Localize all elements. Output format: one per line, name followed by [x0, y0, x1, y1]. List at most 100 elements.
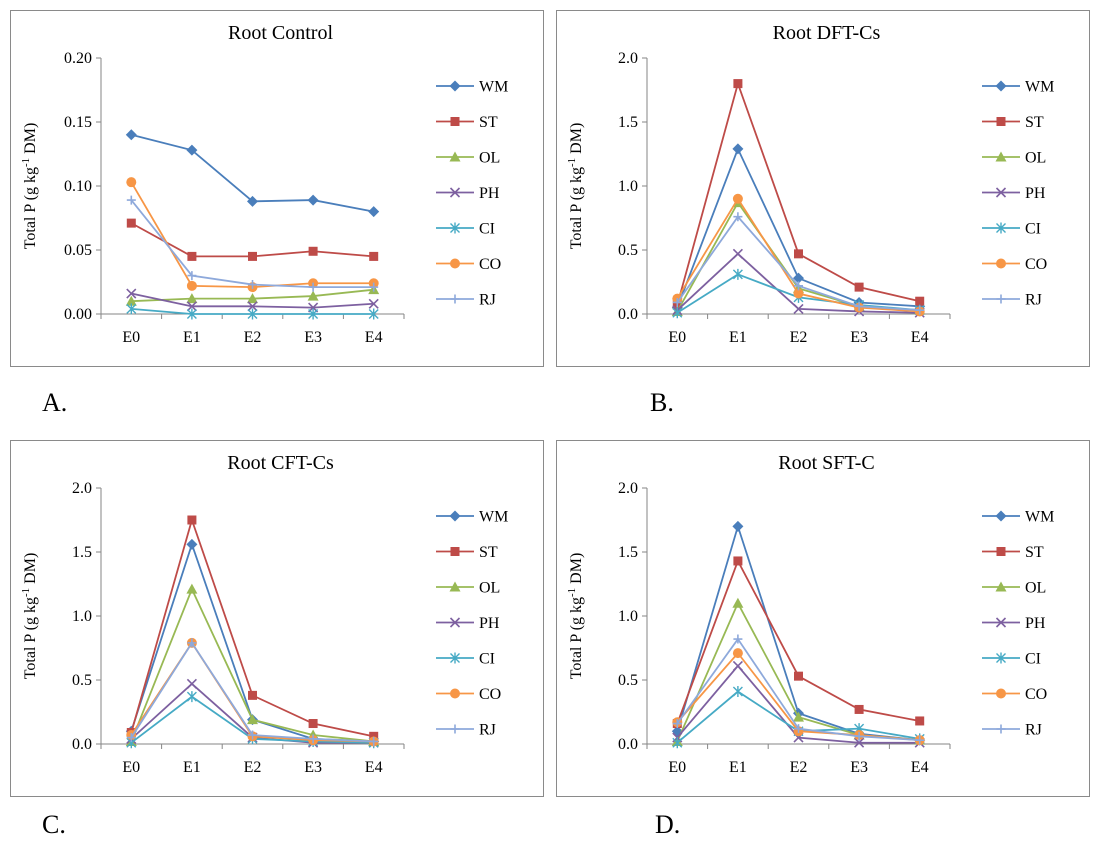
legend-label: WM	[479, 79, 508, 96]
legend-entry-ci: CI	[982, 221, 1041, 238]
legend-label: CI	[1025, 651, 1041, 668]
series-line	[676, 80, 920, 306]
y-axis-label: Total P (g kg-1 DM)	[20, 123, 39, 250]
legend-label: ST	[479, 544, 498, 561]
y-tick-label: 0.20	[64, 50, 92, 67]
legend-marker	[449, 187, 461, 198]
legend-marker	[449, 617, 461, 628]
y-tick-label: 0.0	[72, 736, 92, 753]
y-tick-label: 0.05	[64, 242, 92, 259]
y-tick-label: 0.5	[618, 672, 638, 689]
data-point	[794, 724, 803, 734]
x-tick-label: E4	[365, 329, 383, 346]
series-line	[130, 541, 374, 743]
data-point	[793, 303, 804, 314]
series-wm	[125, 129, 380, 218]
data-point	[672, 719, 682, 729]
legend-label: CO	[1025, 686, 1047, 703]
legend-label: OL	[479, 150, 500, 167]
data-point	[187, 515, 197, 525]
chart-title: Root CFT-Cs	[227, 452, 334, 474]
legend-entry-co: CO	[436, 256, 501, 273]
legend-marker	[995, 617, 1007, 628]
x-tick-label: E4	[911, 759, 929, 776]
legend-entry-st: ST	[436, 114, 498, 131]
legend-label: PH	[479, 615, 500, 632]
legend-entry-ph: PH	[436, 615, 500, 632]
legend-entry-st: ST	[982, 114, 1044, 131]
legend-marker	[450, 652, 460, 664]
legend-marker	[996, 294, 1006, 304]
legend-marker	[450, 547, 460, 556]
series-st	[672, 556, 925, 729]
legend-marker	[996, 258, 1006, 269]
data-point	[186, 144, 198, 156]
legend-entry-ol: OL	[436, 150, 500, 167]
legend-marker	[450, 258, 460, 269]
y-axis-label: Total P (g kg-1 DM)	[566, 123, 585, 250]
legend-entry-wm: WM	[436, 79, 508, 96]
series-st	[126, 218, 379, 261]
data-point	[793, 272, 804, 284]
data-point	[308, 308, 319, 320]
data-point	[248, 730, 257, 740]
legend-marker	[449, 581, 461, 592]
data-point	[854, 301, 864, 311]
legend-label: RJ	[479, 722, 496, 739]
data-point	[308, 246, 318, 256]
data-point	[672, 297, 682, 307]
legend-label: CI	[479, 651, 495, 668]
legend-entry-ci: CI	[982, 651, 1041, 668]
panel-letter: C.	[42, 810, 66, 839]
legend-label: ST	[1025, 114, 1044, 131]
series-line	[676, 558, 920, 724]
legend-marker	[995, 187, 1007, 198]
legend-entry-ci: CI	[436, 221, 495, 238]
data-point	[915, 735, 925, 745]
data-point	[733, 79, 743, 89]
legend-entry-co: CO	[982, 686, 1047, 703]
legend-label: RJ	[1025, 292, 1042, 309]
data-point	[125, 129, 137, 141]
chart-title: Root Control	[228, 22, 333, 44]
data-point	[732, 520, 744, 532]
panel-letter: B.	[650, 388, 674, 417]
series-rj	[672, 212, 925, 315]
y-tick-label: 1.0	[72, 608, 92, 625]
x-tick-label: E2	[790, 759, 808, 776]
data-point	[126, 733, 136, 743]
x-tick-label: E3	[850, 329, 868, 346]
y-tick-label: 1.5	[618, 114, 638, 131]
data-point	[307, 290, 319, 301]
data-point	[672, 737, 683, 749]
x-tick-label: E2	[244, 329, 262, 346]
legend-label: PH	[479, 185, 500, 202]
data-point	[247, 293, 258, 304]
legend-entry-rj: RJ	[436, 292, 496, 309]
data-point	[733, 212, 743, 222]
legend-marker	[996, 117, 1006, 126]
data-point	[368, 206, 380, 218]
y-axis-label: Total P (g kg-1 DM)	[566, 553, 585, 680]
data-point	[126, 177, 137, 188]
data-point	[308, 719, 318, 729]
chart-panel-root-dft-cs: Root DFT-Cs Total P (g kg-1 DM) 0.0 0.5 1.0 1…	[556, 10, 1090, 367]
data-point	[793, 711, 804, 722]
y-tick-label: 2.0	[72, 480, 92, 497]
legend-marker	[450, 294, 460, 304]
data-point	[125, 295, 137, 306]
series-ol	[125, 284, 380, 306]
y-tick-label: 0.5	[618, 242, 638, 259]
legend-marker	[996, 222, 1006, 234]
x-tick-label: E0	[122, 759, 140, 776]
legend-entry-co: CO	[436, 686, 501, 703]
data-point	[126, 218, 136, 228]
legend-marker	[450, 222, 460, 234]
x-tick-label: E2	[790, 329, 808, 346]
legend-marker	[995, 581, 1007, 592]
series-line	[130, 222, 374, 258]
y-tick-label: 0.0	[618, 306, 638, 323]
legend-marker	[450, 724, 460, 734]
data-point	[915, 296, 925, 306]
legend-entry-rj: RJ	[436, 722, 496, 739]
